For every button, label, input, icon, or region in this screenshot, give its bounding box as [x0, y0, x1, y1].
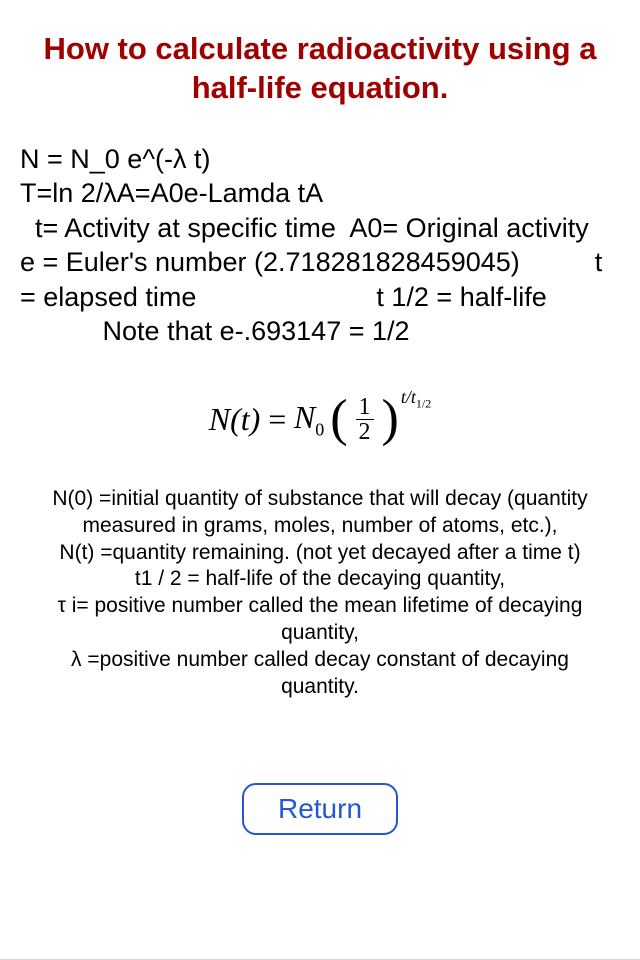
formula-eq: =	[266, 401, 288, 438]
formula-fraction: 1 2	[354, 395, 376, 444]
page-title: How to calculate radioactivity using a h…	[20, 30, 620, 108]
formula-exponent: t/t1/2	[401, 387, 431, 412]
button-row: Return	[20, 783, 620, 835]
formula-N0: N0	[294, 399, 324, 440]
formula-N: N(t)	[209, 401, 261, 438]
formula-rparen: )	[382, 398, 399, 440]
formula-lparen: (	[330, 398, 347, 440]
page: How to calculate radioactivity using a h…	[0, 0, 640, 960]
definitions-block: N(0) =initial quantity of substance that…	[20, 486, 620, 701]
equations-block: N = N_0 e^(-λ t) T=ln 2/λA=A0e-Lamda tA …	[20, 142, 620, 349]
return-button[interactable]: Return	[242, 783, 398, 835]
half-life-formula: N(t) = N0 ( 1 2 ) t/t1/2	[20, 395, 620, 444]
